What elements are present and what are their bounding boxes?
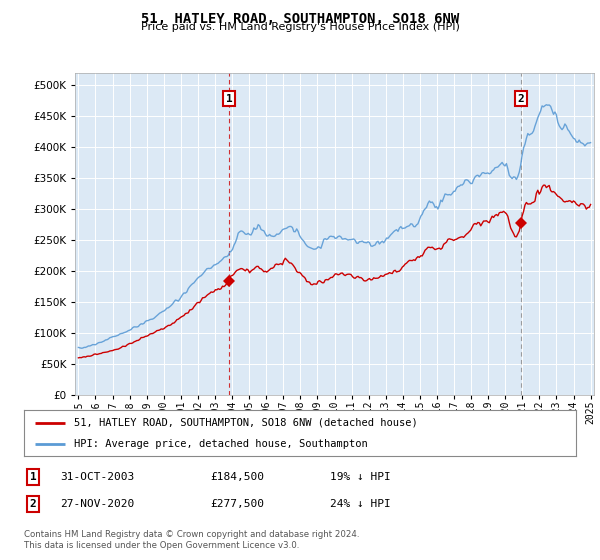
Text: HPI: Average price, detached house, Southampton: HPI: Average price, detached house, Sout… (74, 439, 367, 449)
Text: Price paid vs. HM Land Registry's House Price Index (HPI): Price paid vs. HM Land Registry's House … (140, 22, 460, 32)
Text: 19% ↓ HPI: 19% ↓ HPI (330, 472, 391, 482)
Text: 2: 2 (29, 499, 37, 509)
Text: 27-NOV-2020: 27-NOV-2020 (60, 499, 134, 509)
Text: 51, HATLEY ROAD, SOUTHAMPTON, SO18 6NW (detached house): 51, HATLEY ROAD, SOUTHAMPTON, SO18 6NW (… (74, 418, 418, 428)
Text: 24% ↓ HPI: 24% ↓ HPI (330, 499, 391, 509)
Text: £184,500: £184,500 (210, 472, 264, 482)
Text: 51, HATLEY ROAD, SOUTHAMPTON, SO18 6NW: 51, HATLEY ROAD, SOUTHAMPTON, SO18 6NW (141, 12, 459, 26)
Text: 31-OCT-2003: 31-OCT-2003 (60, 472, 134, 482)
Text: 2: 2 (518, 94, 524, 104)
Text: £277,500: £277,500 (210, 499, 264, 509)
Text: Contains HM Land Registry data © Crown copyright and database right 2024.: Contains HM Land Registry data © Crown c… (24, 530, 359, 539)
Text: This data is licensed under the Open Government Licence v3.0.: This data is licensed under the Open Gov… (24, 541, 299, 550)
Text: 1: 1 (226, 94, 233, 104)
Text: 1: 1 (29, 472, 37, 482)
